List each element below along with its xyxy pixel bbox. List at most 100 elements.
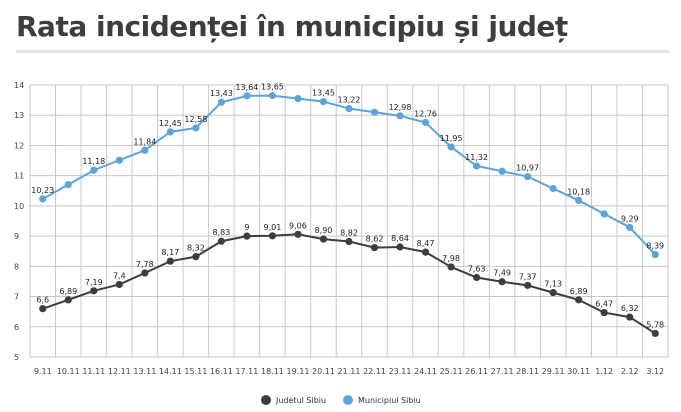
data-point	[345, 104, 353, 113]
data-point	[421, 248, 430, 256]
data-labels: 6,6 6,89 7,19 7,4 7,78 8,17 8,32 8,83 9 9,01 9,06 8…	[31, 83, 664, 330]
data-label: 8,32	[187, 244, 205, 253]
data-point	[141, 269, 149, 277]
data-point	[115, 156, 123, 164]
data-point	[549, 184, 557, 193]
x-tick-label: 10.11	[57, 367, 80, 376]
data-point	[90, 166, 98, 174]
data-label: 11,95	[440, 134, 463, 143]
x-tick-label: 27.11	[491, 367, 514, 376]
chart-series	[39, 91, 659, 338]
data-label: 13,43	[210, 89, 233, 98]
data-label: 8,90	[315, 226, 333, 235]
x-axis-ticks: 9.11 10.11 11.11 12.11 13.11 14.11 15.11 16.11 1…	[34, 367, 664, 376]
data-point	[268, 232, 277, 240]
x-tick-label: 3.12	[646, 367, 664, 376]
data-label: 7,98	[442, 254, 460, 263]
data-point	[64, 296, 72, 304]
data-point	[39, 195, 47, 203]
y-tick-label: 9	[14, 232, 19, 241]
data-point	[115, 280, 123, 289]
x-tick-label: 22.11	[363, 367, 386, 376]
y-axis-ticks: 5 6 7 8 9 10 11 12 13 14	[14, 81, 24, 362]
data-label: 12,76	[414, 109, 437, 118]
legend-marker	[343, 395, 353, 405]
x-tick-label: 13.11	[133, 367, 156, 376]
data-label: 10,18	[567, 187, 590, 196]
x-tick-label: 11.11	[82, 367, 105, 376]
chart-grid	[29, 84, 669, 358]
data-point	[319, 235, 328, 243]
x-tick-label: 19.11	[287, 367, 310, 376]
data-point	[447, 143, 455, 151]
data-point	[549, 289, 557, 297]
y-tick-label: 8	[14, 262, 19, 271]
data-point	[217, 98, 225, 106]
y-tick-label: 14	[14, 81, 24, 90]
data-label: 9,01	[264, 223, 282, 232]
data-label: 10,23	[31, 186, 54, 195]
data-label: 6,89	[570, 287, 588, 296]
data-label: 7,78	[136, 260, 154, 269]
data-label: 7,4	[113, 271, 126, 280]
data-point	[524, 281, 532, 289]
data-point	[294, 230, 302, 238]
data-label: 13,65	[261, 83, 284, 92]
chart-legend: Judetul Sibiu Municipiul Sibiu	[261, 395, 421, 405]
data-point	[600, 210, 608, 218]
data-point	[268, 91, 277, 100]
data-point	[141, 146, 149, 154]
y-tick-label: 12	[14, 141, 24, 150]
data-label: 11,32	[465, 153, 488, 162]
data-label: 10,97	[516, 164, 539, 173]
data-point	[498, 278, 506, 286]
data-point	[651, 329, 659, 338]
data-point	[600, 308, 608, 317]
y-tick-label: 11	[14, 172, 24, 181]
data-label: 5,78	[646, 320, 664, 329]
data-label: 7,49	[493, 269, 511, 278]
x-tick-label: 24.11	[414, 367, 437, 376]
data-label: 13,45	[312, 89, 335, 98]
data-point	[192, 124, 200, 132]
data-point	[498, 167, 506, 175]
data-point	[626, 223, 634, 231]
data-label: 7,19	[85, 278, 103, 287]
data-label: 8,82	[340, 229, 358, 238]
data-point	[396, 243, 404, 251]
data-point	[243, 92, 251, 100]
data-label: 6,6	[36, 296, 49, 305]
x-tick-label: 15.11	[184, 367, 207, 376]
y-tick-label: 10	[14, 202, 24, 211]
legend-label: Judetul Sibiu	[275, 396, 326, 405]
y-tick-label: 13	[14, 111, 24, 120]
data-label: 8,62	[366, 235, 384, 244]
data-label: 9	[244, 223, 249, 232]
data-label: 13,64	[235, 83, 258, 92]
x-tick-label: 25.11	[440, 367, 463, 376]
data-label: 12,45	[159, 119, 182, 128]
x-tick-label: 16.11	[210, 367, 233, 376]
data-point	[64, 180, 72, 189]
x-tick-label: 28.11	[516, 367, 539, 376]
data-label: 9,29	[621, 214, 639, 223]
data-point	[396, 112, 404, 120]
data-label: 11,84	[133, 137, 156, 146]
x-tick-label: 14.11	[159, 367, 182, 376]
x-tick-label: 21.11	[338, 367, 361, 376]
x-tick-label: 23.11	[389, 367, 412, 376]
data-point	[651, 250, 659, 259]
data-label: 9,06	[289, 221, 307, 230]
data-label: 8,47	[417, 239, 435, 248]
x-tick-label: 1.12	[595, 367, 613, 376]
data-point	[575, 196, 583, 205]
data-point	[626, 313, 634, 321]
y-tick-label: 5	[14, 353, 19, 362]
y-tick-label: 6	[14, 323, 19, 332]
data-point	[192, 253, 200, 261]
data-point	[166, 128, 174, 136]
data-point	[370, 243, 379, 252]
data-label: 12,98	[389, 103, 412, 112]
x-tick-label: 26.11	[465, 367, 488, 376]
